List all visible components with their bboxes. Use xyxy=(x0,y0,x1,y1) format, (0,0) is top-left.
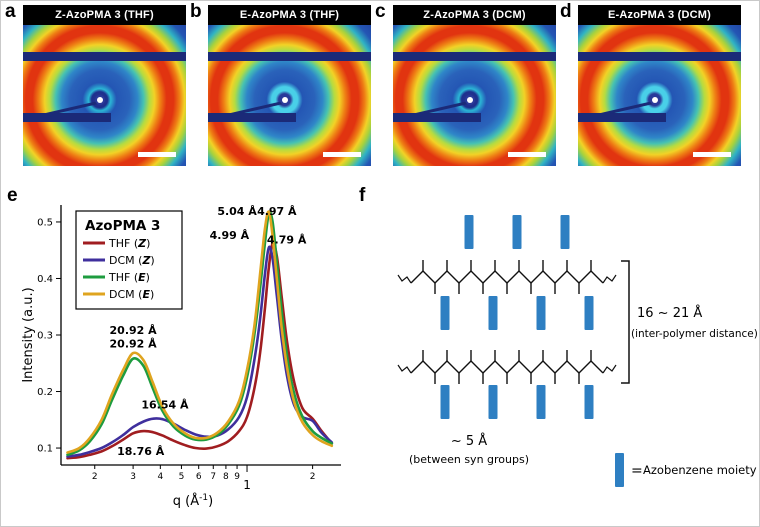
y-tick-label: 0.1 xyxy=(37,444,53,455)
azobenzene-legend-label: Azobenzene moiety xyxy=(643,463,757,477)
x-tick-label: 6 xyxy=(196,472,202,482)
detector-gap-bar xyxy=(578,52,741,61)
beamstop-bar xyxy=(578,113,666,122)
beamstop-bar xyxy=(23,113,111,122)
scale-bar xyxy=(323,152,361,157)
panel-b-title: E-AzoPMA 3 (THF) xyxy=(208,5,371,25)
x-tick-label: 7 xyxy=(210,472,216,482)
scale-bar xyxy=(693,152,731,157)
polymer-backbone xyxy=(410,270,604,284)
azobenzene-bar xyxy=(488,296,498,330)
legend-entry: DCM (E) xyxy=(109,288,154,301)
peak-annotation: 4.79 Å xyxy=(267,233,307,246)
panel-a: Z-AzoPMA 3 (THF) xyxy=(23,5,186,166)
legend-azobenzene-bar xyxy=(615,453,624,487)
x-tick-label: 9 xyxy=(234,472,240,482)
y-tick-label: 0.3 xyxy=(37,331,53,342)
beam-center xyxy=(651,96,658,103)
chain-end-squiggle xyxy=(602,274,617,284)
series-line-DCM-Z xyxy=(66,245,334,458)
azobenzene-bar xyxy=(584,296,594,330)
x-tick-label: 2 xyxy=(92,472,98,482)
legend-title: AzoPMA 3 xyxy=(85,218,160,234)
panel-c-title: Z-AzoPMA 3 (DCM) xyxy=(393,5,556,25)
series-line-THF-Z xyxy=(66,241,334,460)
polymer-backbone xyxy=(410,360,604,374)
panel-b: E-AzoPMA 3 (THF) xyxy=(208,5,371,166)
beamstop-bar xyxy=(393,113,481,122)
peak-annotation: 20.92 Å xyxy=(110,324,158,337)
peak-annotation: 4.99 Å xyxy=(210,229,250,242)
x-tick-label: 1 xyxy=(243,478,251,492)
peak-annotation: 18.76 Å xyxy=(117,445,165,458)
beam-center xyxy=(96,96,103,103)
azobenzene-bar xyxy=(440,296,450,330)
peak-annotation: 20.92 Å xyxy=(110,337,158,350)
x-tick-label: 2 xyxy=(310,472,316,482)
panel-d-title: E-AzoPMA 3 (DCM) xyxy=(578,5,741,25)
chain-end-squiggle xyxy=(397,364,412,374)
scale-bar xyxy=(138,152,176,157)
peak-annotation: 4.97 Å xyxy=(257,205,297,218)
x-tick-label: 3 xyxy=(130,472,136,482)
distance-bracket xyxy=(621,260,630,384)
azobenzene-bar xyxy=(488,385,498,419)
legend-entry: THF (Z) xyxy=(108,237,150,250)
azobenzene-bar xyxy=(584,385,594,419)
panel-a-title: Z-AzoPMA 3 (THF) xyxy=(23,5,186,25)
inter-polymer-distance-value: 16 ~ 21 Å xyxy=(637,305,702,321)
chain-end-squiggle xyxy=(397,274,412,284)
azobenzene-bar xyxy=(536,296,546,330)
series-line-THF-E xyxy=(66,210,334,457)
inter-polymer-distance-caption: (inter-polymer distance) xyxy=(631,328,757,340)
x-axis-label: q (Å-1) xyxy=(173,493,213,509)
azobenzene-bar xyxy=(512,215,522,249)
peak-annotation: 5.04 Å xyxy=(217,205,257,218)
azobenzene-bar xyxy=(560,215,570,249)
x-tick-label: 5 xyxy=(179,472,185,482)
series-line-DCM-E xyxy=(66,210,334,454)
scale-bar xyxy=(508,152,546,157)
x-tick-label: 8 xyxy=(223,472,229,482)
y-tick-label: 0.4 xyxy=(37,274,53,285)
legend-equals-sign: = xyxy=(631,463,643,479)
y-tick-label: 0.5 xyxy=(37,217,53,228)
panel-a-letter: a xyxy=(5,1,16,22)
panel-f-letter: f xyxy=(359,185,366,206)
scattering-pattern-b xyxy=(208,25,371,166)
chain-end-squiggle xyxy=(602,364,617,374)
azobenzene-bar xyxy=(440,385,450,419)
syn-group-spacing-value: ~ 5 Å xyxy=(451,433,487,449)
detector-gap-bar xyxy=(393,52,556,61)
saxs-profile-chart: 0.1 0.2 0.3 0.4 0.5 2 3 4 5 6 7 8 91 2 q (Å-1) Intensit… xyxy=(21,205,341,509)
beam-center xyxy=(281,96,288,103)
panel-c: Z-AzoPMA 3 (DCM) xyxy=(393,5,556,166)
beamstop-bar xyxy=(208,113,296,122)
panel-b-letter: b xyxy=(190,1,202,22)
beam-center xyxy=(466,96,473,103)
azobenzene-bar xyxy=(536,385,546,419)
x-tick-label: 4 xyxy=(157,472,163,482)
packing-schematic: 16 ~ 21 Å (inter-polymer distance) ~ 5 Å (b… xyxy=(397,215,757,487)
y-axis-label: Intensity (a.u.) xyxy=(21,287,36,382)
panel-c-letter: c xyxy=(375,1,386,22)
syn-group-spacing-caption: (between syn groups) xyxy=(409,453,529,466)
detector-gap-bar xyxy=(23,52,186,61)
peak-annotation: 16.54 Å xyxy=(141,398,189,411)
y-tick-label: 0.2 xyxy=(37,387,53,398)
panel-d-letter: d xyxy=(560,1,572,22)
scattering-pattern-a xyxy=(23,25,186,166)
panel-d: E-AzoPMA 3 (DCM) xyxy=(578,5,741,166)
detector-gap-bar xyxy=(208,52,371,61)
legend-entry: DCM (Z) xyxy=(109,254,155,267)
azobenzene-bar xyxy=(464,215,474,249)
legend-entry: THF (E) xyxy=(108,271,150,284)
scattering-pattern-d xyxy=(578,25,741,166)
scattering-pattern-c xyxy=(393,25,556,166)
panel-e-letter: e xyxy=(7,185,18,206)
